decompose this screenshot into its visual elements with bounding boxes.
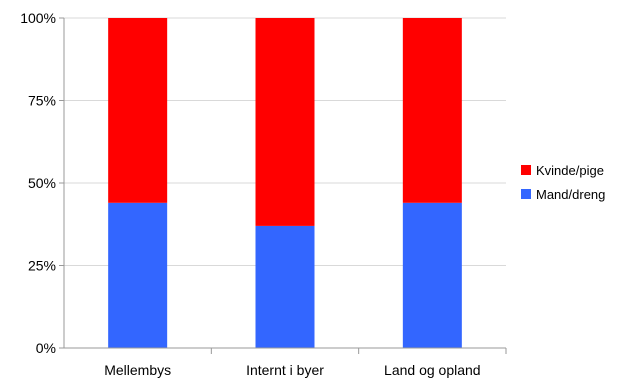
y-tick-label: 100% xyxy=(20,10,56,26)
legend-label-mand-dreng: Mand/dreng xyxy=(536,187,605,202)
bar-segment xyxy=(108,202,168,348)
y-tick-label: 0% xyxy=(36,340,56,356)
bars xyxy=(108,18,507,354)
x-tick-label: Land og opland xyxy=(384,362,481,378)
axes xyxy=(63,18,506,349)
y-tick-label: 75% xyxy=(28,93,56,109)
legend-swatch-kvinde-pige xyxy=(521,165,531,175)
bar-segment xyxy=(402,202,462,348)
bar-segment xyxy=(402,18,462,203)
y-tick-label: 50% xyxy=(28,175,56,191)
x-tick-labels: Mellembys Internt i byer Land og opland xyxy=(104,362,480,378)
x-tick-label: Mellembys xyxy=(104,362,171,378)
bar-segment xyxy=(255,18,315,226)
y-tick-labels: 0% 25% 50% 75% 100% xyxy=(20,10,56,356)
bar-segment xyxy=(108,18,168,203)
legend-label-kvinde-pige: Kvinde/pige xyxy=(536,163,604,178)
y-tick-label: 25% xyxy=(28,258,56,274)
legend: Kvinde/pige Mand/dreng xyxy=(521,163,605,202)
bar-segment xyxy=(255,225,315,348)
legend-swatch-mand-dreng xyxy=(521,189,531,199)
x-tick-label: Internt i byer xyxy=(246,362,324,378)
